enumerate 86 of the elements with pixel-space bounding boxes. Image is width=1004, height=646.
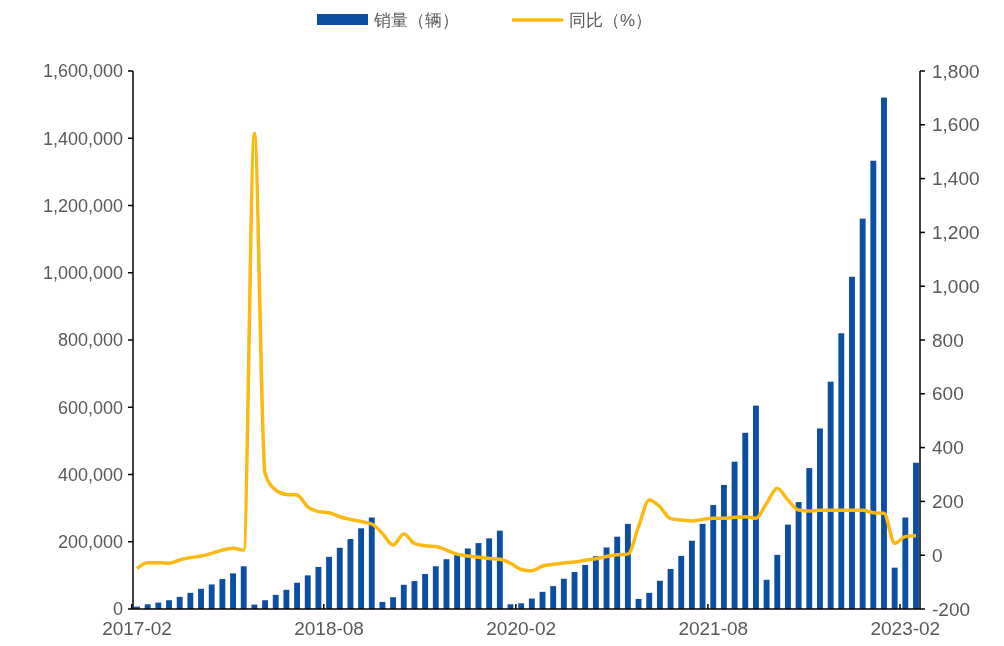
bar [176, 596, 183, 609]
bar [656, 580, 663, 609]
bar [240, 566, 247, 609]
y-tick-label: 800,000 [57, 330, 123, 351]
y2-tick-label: 1,600 [932, 114, 980, 136]
bar [400, 584, 407, 609]
bar [464, 548, 471, 609]
y2-tick-label: 1,000 [932, 275, 980, 297]
bar [870, 160, 877, 609]
bar [422, 574, 429, 609]
bar [454, 554, 461, 609]
y2-tick-label: -200 [932, 598, 971, 620]
y2-tick-label: 1,400 [932, 168, 980, 190]
bar [614, 536, 621, 609]
bar [806, 468, 813, 609]
y-tick-label: 0 [112, 599, 123, 620]
y2-tick-label: 200 [932, 491, 964, 513]
y2-tick-label: 0 [932, 544, 943, 566]
bar [688, 540, 695, 609]
y-tick-label: 200,000 [57, 532, 123, 553]
y-tick-label: 1,200,000 [42, 195, 123, 216]
y2-tick-label: 600 [932, 383, 964, 405]
bar [838, 333, 845, 609]
y2-tick-label: 1,800 [932, 60, 980, 82]
bar [550, 586, 557, 609]
bar [294, 582, 300, 609]
bar [283, 589, 290, 609]
bar [432, 566, 439, 609]
bar [230, 573, 236, 609]
y2-tick-label: 400 [932, 437, 964, 459]
bar [891, 567, 898, 609]
bar [198, 588, 204, 609]
y-tick-label: 400,000 [57, 464, 123, 485]
bar [304, 575, 311, 609]
bar [208, 584, 215, 609]
bar [817, 428, 823, 609]
bar [678, 555, 685, 609]
y2-tick-label: 1,200 [932, 222, 980, 244]
bar [753, 405, 759, 609]
bar [336, 547, 343, 609]
bar [624, 523, 631, 609]
x-tick-label: 2023-02 [870, 618, 941, 639]
bar [827, 381, 834, 609]
bar [849, 276, 855, 609]
bar [881, 97, 887, 609]
bar [699, 523, 706, 609]
bar [774, 554, 781, 609]
y-tick-label: 1,000,000 [42, 263, 123, 284]
y-tick-label: 1,400,000 [42, 128, 123, 149]
bar [219, 579, 226, 609]
bar [368, 517, 375, 609]
y-tick-label: 600,000 [57, 397, 123, 418]
bar [710, 505, 717, 609]
bar [913, 462, 919, 609]
x-tick-label: 2018-08 [294, 618, 364, 639]
bar [347, 539, 354, 609]
legend-label: 同比（%） [569, 10, 653, 30]
y-tick-label: 1,600,000 [42, 61, 123, 82]
bar [486, 538, 493, 609]
bar [646, 592, 653, 609]
bar [582, 564, 589, 609]
bar [795, 502, 802, 609]
line-series [135, 131, 918, 573]
bar [390, 597, 397, 609]
bar [763, 579, 770, 609]
bar [272, 594, 279, 609]
bar [592, 556, 599, 609]
bar [731, 461, 738, 609]
bar [166, 600, 172, 609]
bar [902, 517, 909, 609]
bar [742, 432, 749, 609]
x-tick-label: 2020-02 [486, 618, 557, 639]
bar [560, 578, 567, 609]
bar [358, 528, 365, 609]
x-tick-label: 2021-08 [678, 618, 749, 639]
legend-label: 销量（辆） [373, 10, 459, 30]
bar [496, 530, 503, 609]
y2-tick-label: 800 [932, 329, 964, 351]
x-tick-label: 2017-02 [102, 618, 172, 639]
bar [720, 484, 727, 609]
bar [187, 592, 194, 609]
bar [315, 566, 322, 609]
bar [785, 524, 791, 609]
bar [262, 600, 268, 609]
bar [326, 556, 333, 609]
bar [859, 218, 866, 609]
